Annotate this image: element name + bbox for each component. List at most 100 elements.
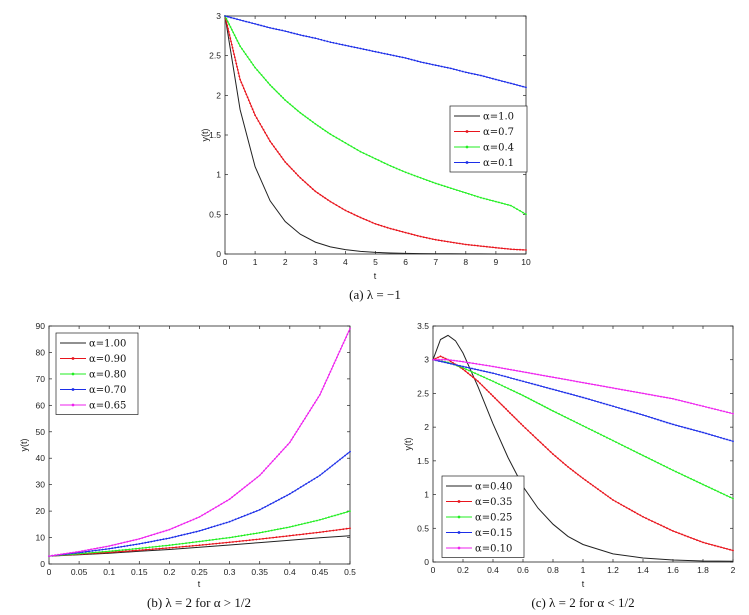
series-marker	[494, 397, 496, 400]
series-marker	[319, 193, 322, 196]
series-marker	[338, 43, 341, 45]
series-marker	[263, 25, 265, 28]
series-marker	[693, 403, 695, 405]
series-marker	[554, 455, 557, 458]
series-marker	[175, 546, 178, 549]
series-marker	[328, 373, 330, 376]
series-marker	[336, 460, 339, 463]
series-marker	[413, 174, 416, 177]
series-marker	[507, 248, 509, 250]
series-marker	[570, 419, 572, 421]
series-marker	[350, 45, 353, 48]
series-marker	[386, 226, 389, 229]
series-marker	[292, 436, 294, 438]
series-marker	[183, 522, 186, 525]
series-marker	[696, 403, 698, 406]
legend-marker	[457, 531, 461, 534]
series-marker	[328, 516, 330, 519]
series-marker	[477, 380, 479, 383]
series-marker	[201, 529, 204, 531]
series-marker	[624, 445, 626, 448]
series-marker	[606, 386, 608, 388]
series-marker	[96, 547, 99, 550]
series-marker	[283, 495, 286, 498]
series-marker	[555, 376, 557, 379]
series-marker	[346, 452, 349, 455]
series-marker	[538, 403, 541, 405]
series-marker	[723, 547, 725, 549]
series-marker	[549, 408, 552, 411]
series-marker	[161, 545, 164, 547]
series-marker	[615, 406, 617, 408]
series-marker	[267, 81, 269, 84]
series-marker	[398, 168, 401, 171]
series-marker	[720, 546, 722, 549]
panel-a-chart: 0 1 2 3 4 5 6 7 8 9 10 00.511.522.53 t y(t) α=1.0α…	[200, 11, 531, 302]
series-marker	[349, 327, 351, 330]
series-marker	[274, 148, 277, 151]
series-marker	[651, 459, 653, 461]
series-marker	[235, 62, 238, 65]
y-ticks-b: 0 10 20 30 40 50 60 70 80 90	[36, 321, 350, 569]
series-marker	[297, 174, 299, 177]
series-marker	[474, 368, 476, 371]
series-marker	[94, 551, 97, 554]
series-marker	[392, 54, 395, 57]
series-marker	[407, 57, 410, 60]
series-marker	[401, 170, 404, 172]
series-marker	[699, 430, 701, 433]
series-marker	[125, 550, 127, 553]
series-marker	[280, 450, 283, 453]
series-marker	[533, 400, 535, 402]
x-tick-label: 0.3	[224, 567, 236, 577]
series-marker	[131, 549, 134, 552]
series-marker	[458, 190, 461, 192]
series-marker	[476, 74, 479, 76]
series-marker	[336, 356, 338, 359]
series-marker	[444, 361, 446, 364]
series-marker	[257, 23, 259, 26]
series-marker	[552, 388, 554, 391]
series-marker	[618, 407, 620, 409]
series-marker	[666, 396, 668, 399]
series-marker	[455, 189, 458, 192]
series-marker	[310, 479, 313, 482]
series-marker	[651, 394, 653, 396]
series-marker	[732, 440, 734, 443]
legend-marker	[71, 388, 75, 391]
series-marker	[620, 503, 623, 506]
series-marker	[555, 389, 557, 392]
series-marker	[278, 453, 280, 456]
series-marker	[276, 150, 279, 153]
series-marker	[489, 77, 491, 79]
series-marker	[282, 527, 285, 529]
series-marker	[94, 549, 97, 552]
series-marker	[681, 473, 683, 476]
series-marker	[228, 23, 231, 26]
series-marker	[246, 513, 249, 516]
series-marker	[262, 128, 265, 131]
series-marker	[428, 237, 431, 240]
series-marker	[365, 48, 368, 51]
series-marker	[155, 545, 157, 548]
series-marker	[612, 405, 614, 408]
series-marker	[314, 37, 317, 40]
series-marker	[319, 126, 322, 129]
series-marker	[437, 239, 440, 242]
legend-marker	[465, 161, 469, 164]
series-marker	[398, 230, 401, 232]
series-marker	[558, 390, 560, 392]
series-marker	[654, 521, 656, 524]
series-marker	[362, 48, 365, 51]
series-marker	[422, 178, 425, 180]
series-marker	[121, 550, 124, 553]
series-marker	[249, 533, 252, 536]
series-marker	[91, 550, 94, 552]
series-marker	[449, 241, 452, 244]
series-marker	[226, 24, 229, 27]
series-marker	[642, 454, 644, 457]
series-marker	[579, 381, 581, 383]
series-marker	[295, 172, 297, 175]
series-marker	[148, 546, 151, 549]
series-marker	[324, 470, 326, 473]
